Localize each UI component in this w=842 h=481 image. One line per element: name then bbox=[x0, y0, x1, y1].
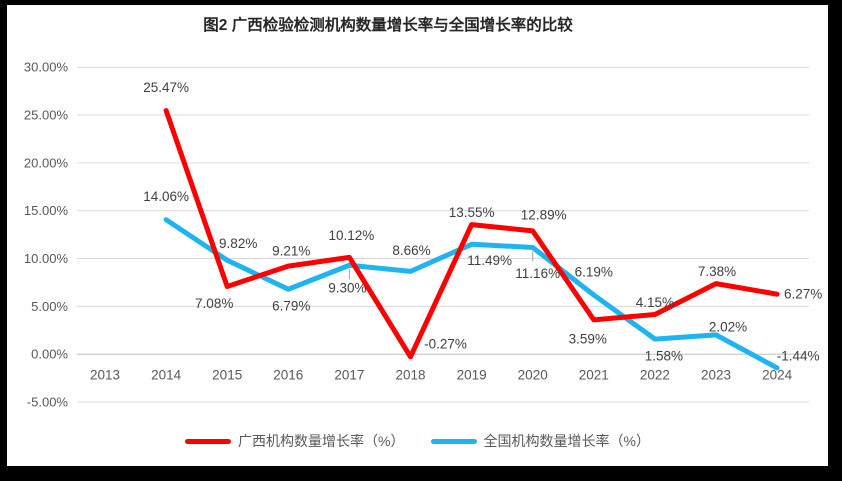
data-label-series-0: 10.12% bbox=[329, 228, 375, 243]
x-tick-label: 2016 bbox=[273, 368, 303, 383]
legend-line-icon bbox=[185, 438, 232, 444]
data-label-series-0: 9.21% bbox=[272, 244, 310, 259]
legend: 广西机构数量增长率（%） 全国机构数量增长率（%） bbox=[7, 431, 828, 451]
legend-label: 全国机构数量增长率（%） bbox=[483, 433, 650, 449]
data-label-series-1: 11.16% bbox=[515, 266, 560, 281]
x-tick-label: 2014 bbox=[151, 368, 182, 383]
x-tick-label: 2022 bbox=[640, 368, 670, 383]
plot-background bbox=[7, 5, 828, 466]
x-tick-label: 2023 bbox=[701, 368, 731, 383]
data-label-series-0: 25.47% bbox=[143, 80, 189, 95]
legend-item: 广西机构数量增长率（%） bbox=[185, 431, 405, 451]
legend-label: 广西机构数量增长率（%） bbox=[238, 433, 405, 449]
data-label-series-1: 6.79% bbox=[272, 299, 310, 314]
data-label-series-0: 4.15% bbox=[636, 295, 674, 310]
data-label-series-0: 7.38% bbox=[698, 264, 736, 279]
y-tick-label: 5.00% bbox=[31, 299, 68, 314]
data-label-series-1: 1.58% bbox=[645, 349, 683, 364]
x-tick-label: 2018 bbox=[395, 368, 425, 383]
data-label-series-1: 8.66% bbox=[392, 243, 430, 258]
y-tick-label: 0.00% bbox=[31, 347, 68, 362]
legend-line-icon bbox=[430, 438, 477, 444]
data-label-series-0: 6.27% bbox=[784, 287, 822, 302]
data-label-series-1: 6.19% bbox=[575, 264, 613, 279]
data-label-series-1: 14.06% bbox=[143, 189, 189, 204]
y-tick-label: 20.00% bbox=[24, 155, 69, 170]
chart-title: 图2 广西检验检测机构数量增长率与全国增长率的比较 bbox=[203, 17, 573, 34]
data-label-series-0: 7.08% bbox=[195, 296, 233, 311]
series-line-0 bbox=[163, 108, 780, 360]
y-tick-label: 25.00% bbox=[24, 108, 69, 123]
y-tick-label: -5.00% bbox=[27, 395, 69, 410]
data-label-series-0: 13.55% bbox=[449, 205, 495, 220]
data-label-series-1: 9.30% bbox=[328, 281, 366, 296]
x-tick-label: 2019 bbox=[457, 368, 487, 383]
data-label-series-1: 2.02% bbox=[709, 319, 747, 334]
data-label-series-1: -1.44% bbox=[777, 348, 820, 363]
y-tick-label: 10.00% bbox=[24, 251, 69, 266]
data-label-series-0: 3.59% bbox=[569, 331, 607, 346]
data-label-series-1: 11.49% bbox=[467, 253, 512, 268]
x-tick-label: 2015 bbox=[212, 368, 242, 383]
data-label-series-0: -0.27% bbox=[424, 336, 467, 351]
y-tick-label: 15.00% bbox=[24, 203, 69, 218]
legend-item: 全国机构数量增长率（%） bbox=[430, 431, 650, 451]
data-label-series-0: 12.89% bbox=[521, 207, 567, 222]
x-tick-label: 2020 bbox=[518, 368, 548, 383]
x-tick-label: 2024 bbox=[762, 368, 793, 383]
x-tick-label: 2017 bbox=[334, 368, 364, 383]
data-label-series-1: 9.82% bbox=[219, 236, 257, 251]
series-line-1 bbox=[163, 217, 780, 371]
x-tick-label: 2013 bbox=[90, 368, 120, 383]
y-tick-label: 30.00% bbox=[24, 60, 69, 75]
x-tick-label: 2021 bbox=[579, 368, 609, 383]
